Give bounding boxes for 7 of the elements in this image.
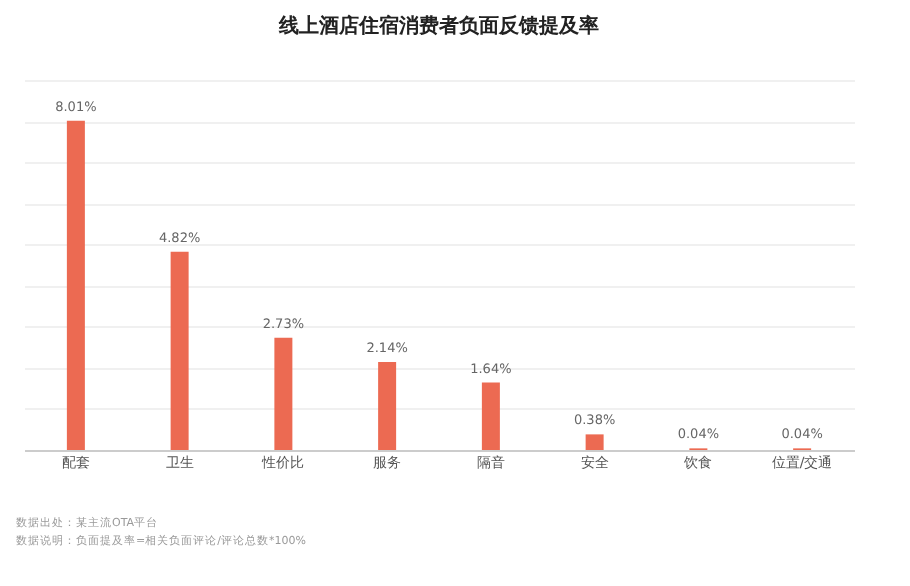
bar: [378, 362, 397, 450]
bar: [274, 337, 293, 450]
bar: [66, 120, 85, 450]
bar: [585, 434, 604, 450]
chart-title: 线上酒店住宿消费者负面反馈提及率: [277, 14, 599, 38]
bar: [481, 382, 500, 450]
bar: [170, 251, 189, 450]
